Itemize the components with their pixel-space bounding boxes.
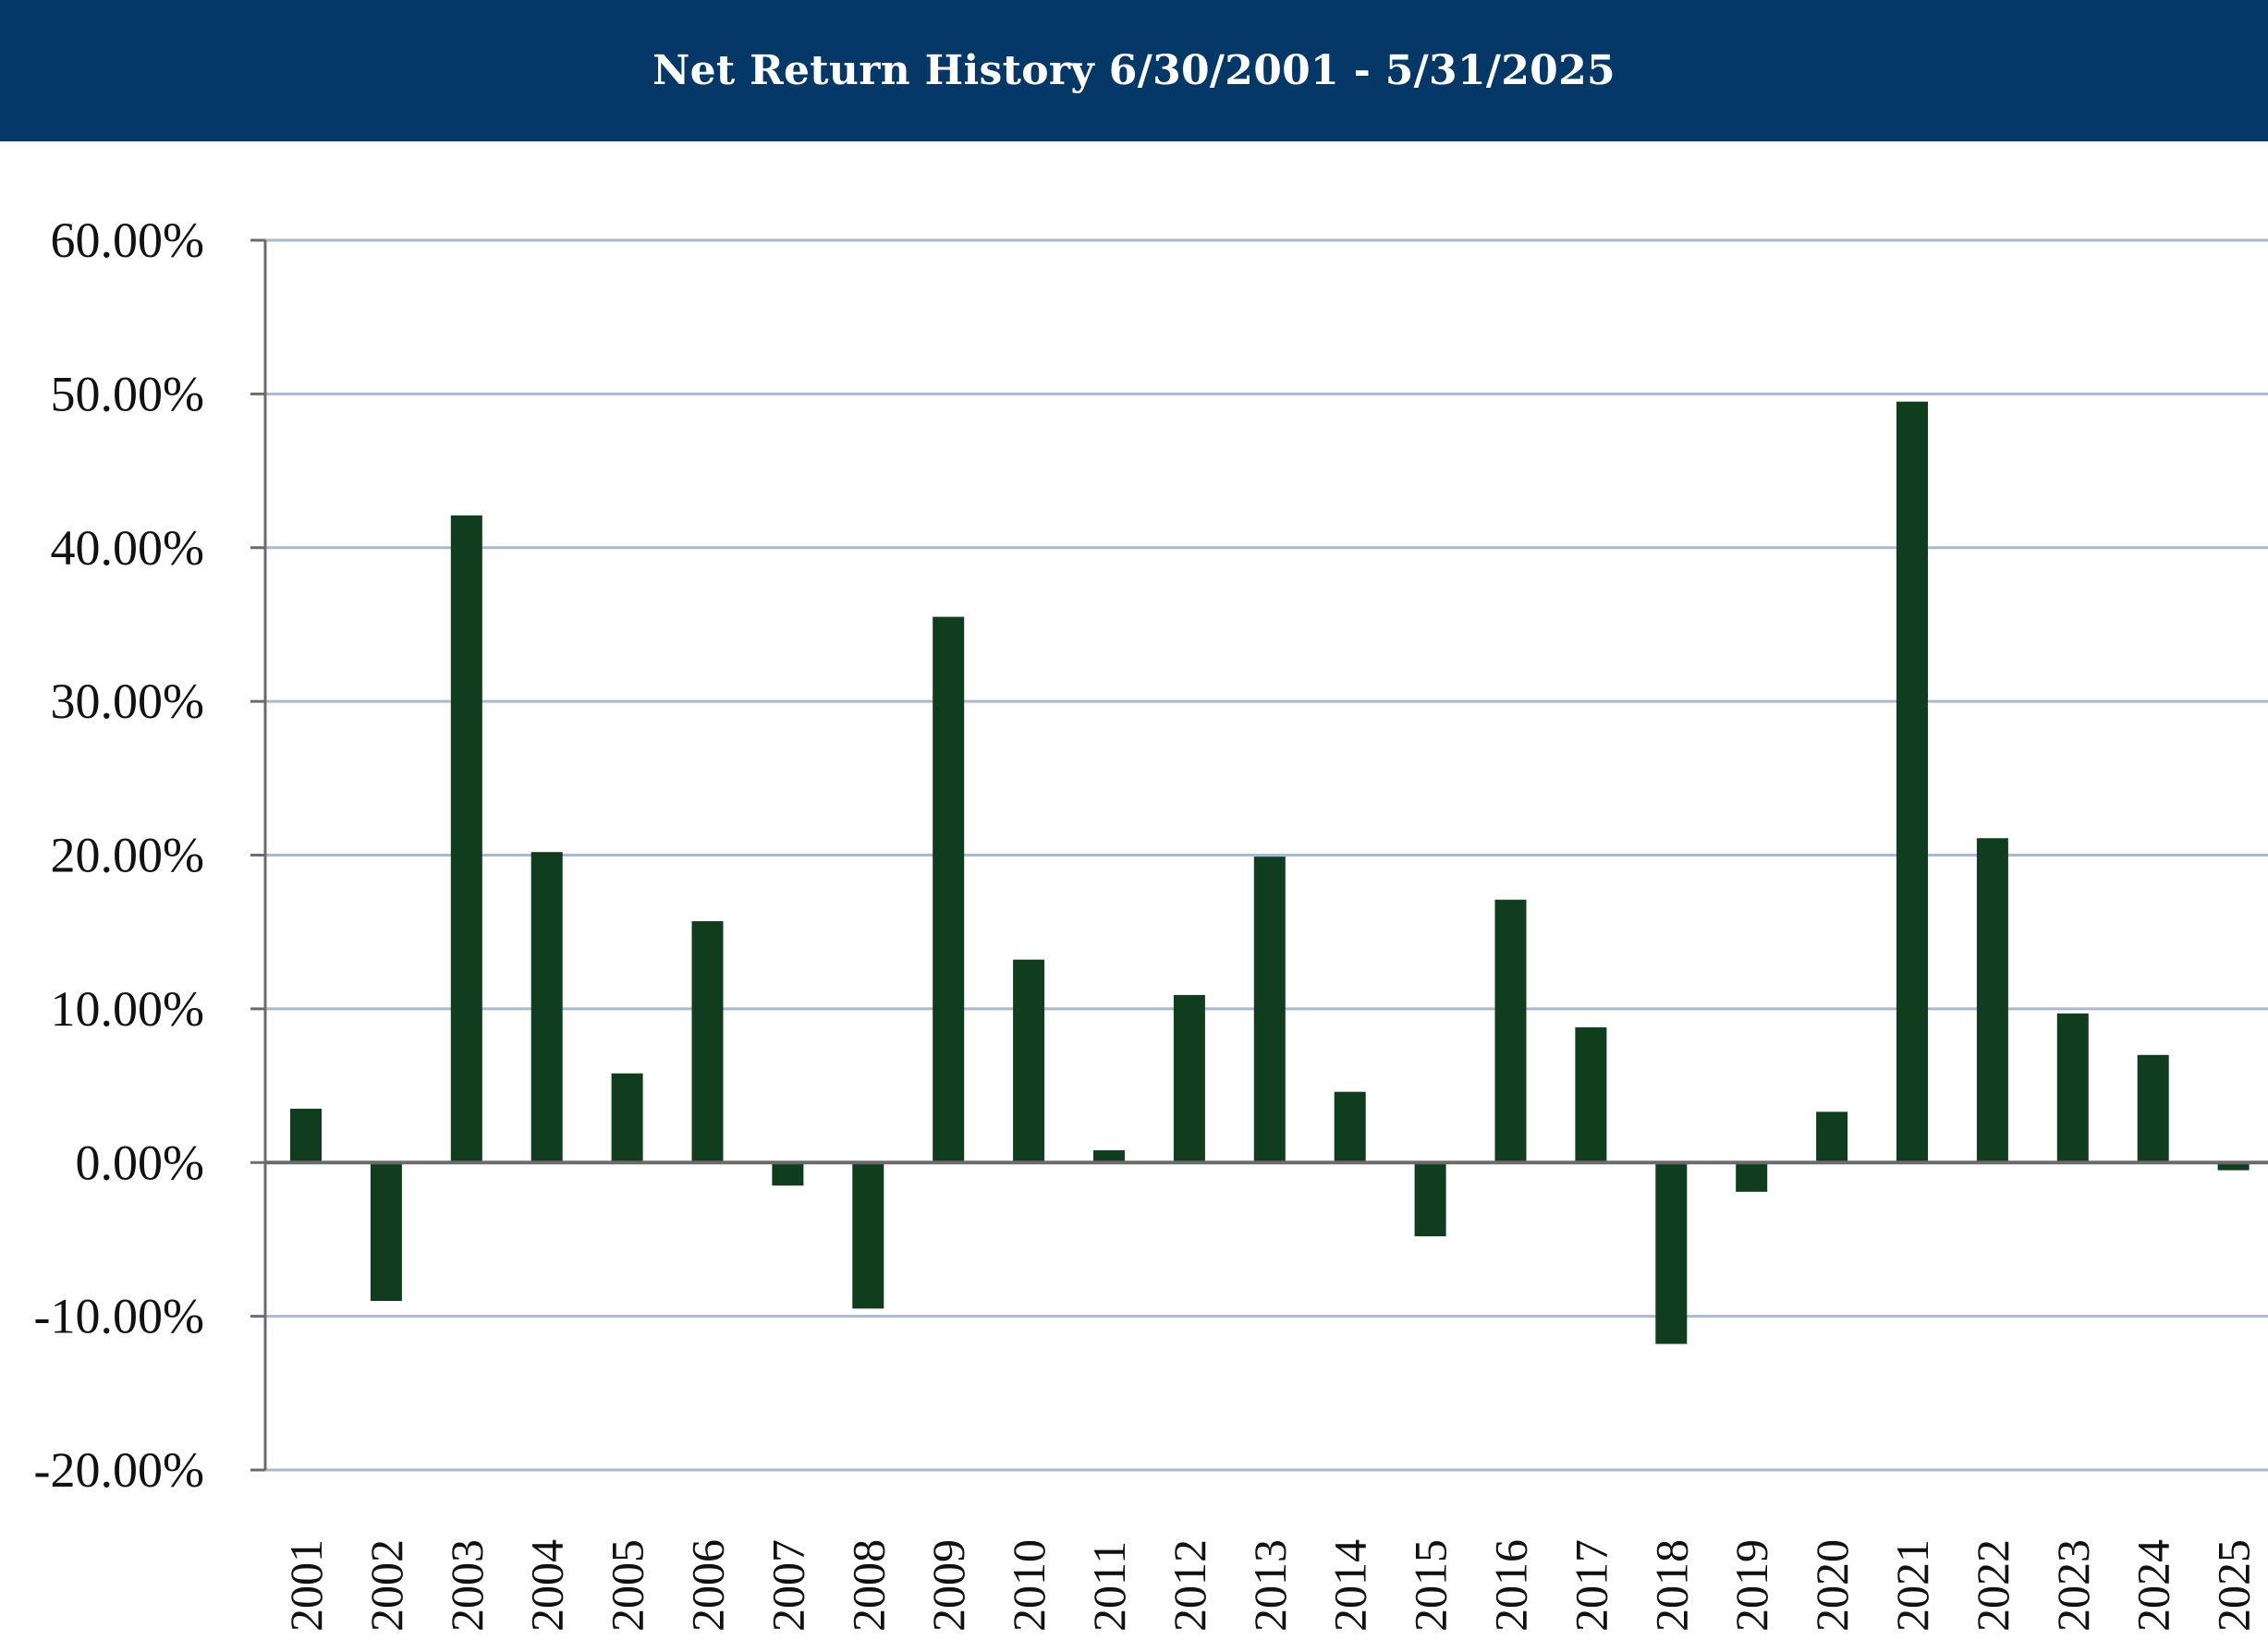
bar-2010 — [1013, 959, 1045, 1163]
bar-2024 — [2137, 1054, 2169, 1163]
bar-2013 — [1253, 856, 1286, 1163]
y-tick-label-0: 60.00% — [51, 213, 204, 268]
bar-2018 — [1655, 1162, 1688, 1344]
y-tick-label-6: 0.00% — [76, 1135, 204, 1190]
x-tick-label-2012: 2012 — [1164, 1539, 1215, 1632]
x-tick-label-2017: 2017 — [1565, 1539, 1616, 1632]
x-tick-label-2014: 2014 — [1324, 1539, 1376, 1632]
bar-2008 — [852, 1162, 884, 1309]
bar-2017 — [1575, 1026, 1607, 1163]
x-tick-label-2006: 2006 — [682, 1539, 734, 1632]
y-tick-label-4: 20.00% — [51, 828, 204, 883]
x-tick-label-2022: 2022 — [1967, 1539, 2018, 1632]
bar-2003 — [450, 515, 482, 1163]
x-tick-label-2018: 2018 — [1645, 1539, 1697, 1632]
bar-2021 — [1896, 401, 1928, 1163]
x-tick-label-2005: 2005 — [602, 1539, 653, 1632]
bar-2004 — [530, 852, 563, 1163]
y-tick-label-3: 30.00% — [51, 674, 204, 729]
y-tick-label-2: 40.00% — [51, 520, 204, 576]
title-banner: Net Return History 6/30/2001 - 5/31/2025 — [0, 0, 2268, 141]
bar-2022 — [1976, 838, 2008, 1163]
x-tick-label-2025: 2025 — [2208, 1539, 2260, 1632]
y-tick-label-8: -20.00% — [34, 1442, 204, 1498]
bar-2014 — [1334, 1091, 1366, 1163]
bar-2007 — [772, 1162, 804, 1186]
x-tick-label-2008: 2008 — [842, 1539, 894, 1632]
bar-2009 — [933, 616, 965, 1163]
bar-2025 — [2217, 1162, 2250, 1171]
bar-2005 — [611, 1073, 643, 1163]
x-tick-label-2019: 2019 — [1725, 1539, 1777, 1632]
x-tick-label-2001: 2001 — [280, 1539, 332, 1632]
x-tick-label-2011: 2011 — [1083, 1541, 1135, 1632]
x-tick-label-2004: 2004 — [521, 1539, 573, 1632]
bar-2015 — [1414, 1162, 1446, 1237]
x-tick-label-2015: 2015 — [1405, 1539, 1457, 1632]
bar-2001 — [290, 1109, 322, 1163]
bar-2006 — [691, 921, 724, 1163]
bar-2023 — [2056, 1013, 2089, 1163]
x-tick-label-2021: 2021 — [1886, 1539, 1938, 1632]
x-tick-label-2023: 2023 — [2047, 1539, 2099, 1632]
x-tick-label-2007: 2007 — [762, 1539, 813, 1632]
y-tick-label-1: 50.00% — [51, 366, 204, 421]
x-tick-label-2003: 2003 — [441, 1539, 493, 1632]
x-tick-label-2020: 2020 — [1806, 1539, 1858, 1632]
bar-2012 — [1173, 994, 1205, 1163]
x-tick-label-2024: 2024 — [2128, 1539, 2179, 1632]
bar-2002 — [370, 1162, 402, 1301]
x-tick-label-2016: 2016 — [1485, 1539, 1537, 1632]
x-tick-label-2013: 2013 — [1244, 1539, 1296, 1632]
x-tick-label-2010: 2010 — [1003, 1539, 1055, 1632]
chart-title: Net Return History 6/30/2001 - 5/31/2025 — [652, 47, 1616, 94]
bar-2011 — [1093, 1149, 1125, 1163]
bar-2019 — [1736, 1162, 1768, 1192]
x-tick-label-2009: 2009 — [922, 1539, 974, 1632]
y-tick-label-5: 10.00% — [51, 981, 204, 1037]
bar-2016 — [1494, 899, 1527, 1163]
y-tick-label-7: -10.00% — [34, 1289, 204, 1344]
x-tick-label-2002: 2002 — [360, 1539, 412, 1632]
bar-2020 — [1816, 1111, 1848, 1163]
